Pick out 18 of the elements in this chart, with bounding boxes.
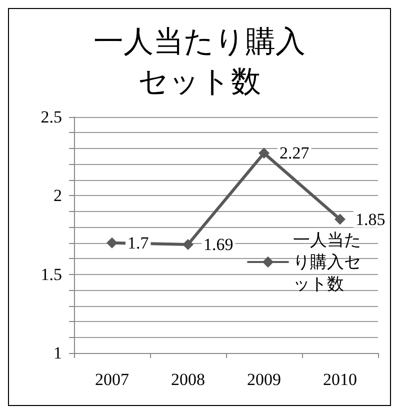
y-tick-label: 1 bbox=[54, 344, 62, 362]
data-label: 1.85 bbox=[356, 210, 386, 229]
point bbox=[334, 214, 346, 225]
x-tick-label: 2008 bbox=[171, 370, 205, 389]
y-tick-label: 2.5 bbox=[40, 108, 62, 126]
y-tick-label: 2 bbox=[54, 186, 62, 206]
point bbox=[106, 237, 118, 248]
x-tick-label: 2009 bbox=[247, 370, 281, 389]
point bbox=[182, 238, 194, 250]
data-label: 1.7 bbox=[128, 233, 150, 252]
x-tick-label: 2007 bbox=[95, 370, 130, 389]
point bbox=[258, 148, 270, 159]
y-tick-label: 1.5 bbox=[40, 264, 62, 284]
data-label: 2.27 bbox=[280, 144, 310, 163]
chart-title: 一人当たり購入セット数 bbox=[94, 26, 306, 98]
legend-label: 一人当たり購入セット数 bbox=[293, 230, 361, 294]
x-tick-label: 2010 bbox=[323, 370, 357, 389]
data-label: 1.69 bbox=[204, 234, 234, 254]
